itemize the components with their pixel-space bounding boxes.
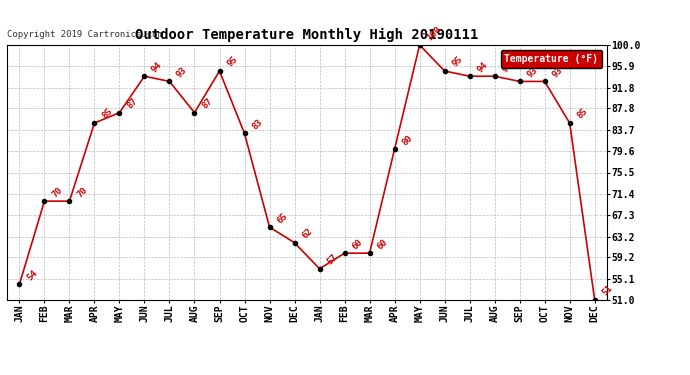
- Text: 95: 95: [225, 55, 239, 69]
- Text: 70: 70: [50, 185, 64, 199]
- Title: Outdoor Temperature Monthly High 20190111: Outdoor Temperature Monthly High 2019011…: [135, 28, 479, 42]
- Text: 57: 57: [325, 253, 339, 267]
- Text: 94: 94: [500, 60, 514, 74]
- Text: 85: 85: [100, 107, 114, 121]
- Text: 94: 94: [150, 60, 164, 74]
- Text: 60: 60: [375, 237, 389, 251]
- Text: 70: 70: [75, 185, 89, 199]
- Text: 80: 80: [400, 133, 414, 147]
- Text: 87: 87: [200, 96, 214, 111]
- Text: 65: 65: [275, 211, 289, 225]
- Text: 85: 85: [575, 107, 589, 121]
- Text: 93: 93: [525, 65, 539, 79]
- Text: 93: 93: [550, 65, 564, 79]
- Text: 51: 51: [600, 284, 614, 298]
- Text: 95: 95: [450, 55, 464, 69]
- Text: 54: 54: [25, 268, 39, 282]
- Text: 93: 93: [175, 65, 189, 79]
- Text: 83: 83: [250, 117, 264, 131]
- Text: 60: 60: [350, 237, 364, 251]
- Text: 100: 100: [425, 25, 443, 43]
- Text: Copyright 2019 Cartronics.com: Copyright 2019 Cartronics.com: [7, 30, 163, 39]
- Legend: Temperature (°F): Temperature (°F): [500, 50, 602, 68]
- Text: 87: 87: [125, 96, 139, 111]
- Text: 62: 62: [300, 226, 314, 241]
- Text: 94: 94: [475, 60, 489, 74]
